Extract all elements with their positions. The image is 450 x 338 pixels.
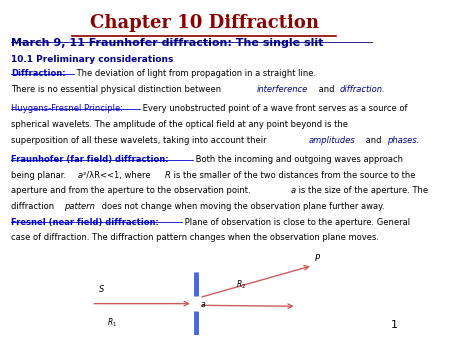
Text: 1: 1 <box>391 320 397 330</box>
Text: Fraunhofer (far field) diffraction:: Fraunhofer (far field) diffraction: <box>11 155 168 164</box>
Text: diffraction.: diffraction. <box>340 85 386 94</box>
Text: Both the incoming and outgoing waves approach: Both the incoming and outgoing waves app… <box>193 155 403 164</box>
Text: March 9, 11 Fraunhofer diffraction: The single slit: March 9, 11 Fraunhofer diffraction: The … <box>11 38 323 48</box>
Text: aperture and from the aperture to the observation point.: aperture and from the aperture to the ob… <box>11 187 253 195</box>
Text: $R_1$: $R_1$ <box>108 316 117 329</box>
Text: Huygens-Fresnel Principle:: Huygens-Fresnel Principle: <box>11 104 123 114</box>
Text: Fresnel (near field) diffraction:: Fresnel (near field) diffraction: <box>11 218 159 227</box>
Text: Plane of observation is close to the aperture. General: Plane of observation is close to the ape… <box>182 218 410 227</box>
Text: a: a <box>201 300 206 309</box>
Text: ²/λR<<1, where: ²/λR<<1, where <box>83 171 154 180</box>
Text: case of diffraction. The diffraction pattern changes when the observation plane : case of diffraction. The diffraction pat… <box>11 233 379 242</box>
Text: R: R <box>165 171 171 180</box>
Text: diffraction: diffraction <box>11 202 57 211</box>
Text: $R_2$: $R_2$ <box>236 279 247 291</box>
Text: There is no essential physical distinction between: There is no essential physical distincti… <box>11 85 224 94</box>
Text: amplitudes: amplitudes <box>309 136 356 145</box>
Text: S: S <box>99 285 105 294</box>
Text: Chapter 10 Diffraction: Chapter 10 Diffraction <box>90 15 319 32</box>
Text: pattern: pattern <box>63 202 94 211</box>
Text: and: and <box>316 85 337 94</box>
Text: spherical wavelets. The amplitude of the optical field at any point beyond is th: spherical wavelets. The amplitude of the… <box>11 120 348 129</box>
Text: The deviation of light from propagation in a straight line.: The deviation of light from propagation … <box>74 69 316 78</box>
Text: interference: interference <box>256 85 308 94</box>
Text: is the smaller of the two distances from the source to the: is the smaller of the two distances from… <box>171 171 416 180</box>
Text: a: a <box>291 187 296 195</box>
Text: phases.: phases. <box>387 136 420 145</box>
Text: P: P <box>315 254 320 263</box>
Text: superposition of all these wavelets, taking into account their: superposition of all these wavelets, tak… <box>11 136 269 145</box>
Text: being planar.: being planar. <box>11 171 68 180</box>
Text: is the size of the aperture. The: is the size of the aperture. The <box>297 187 428 195</box>
Text: Chapter 10 Diffraction: Chapter 10 Diffraction <box>90 15 319 32</box>
Text: and: and <box>363 136 384 145</box>
Text: a: a <box>77 171 83 180</box>
Text: Every unobstructed point of a wave front serves as a source of: Every unobstructed point of a wave front… <box>140 104 408 114</box>
Text: 10.1 Preliminary considerations: 10.1 Preliminary considerations <box>11 55 173 64</box>
Text: Diffraction:: Diffraction: <box>11 69 65 78</box>
Text: does not change when moving the observation plane further away.: does not change when moving the observat… <box>99 202 385 211</box>
